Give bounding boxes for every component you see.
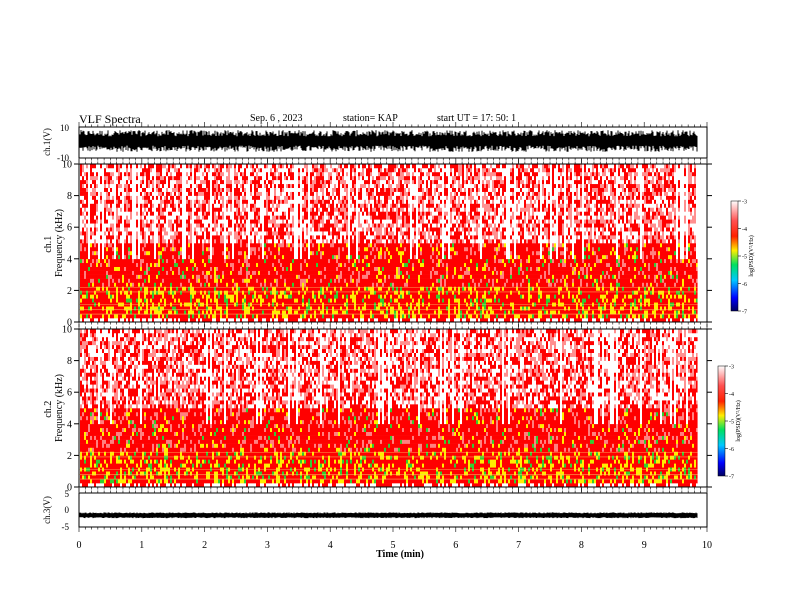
ch3-ylabel: ch.3(V) [42, 496, 52, 524]
spec1-ytick-label: 10 [62, 160, 72, 171]
ch3-trace-path [79, 512, 698, 519]
x-tick-label: 2 [202, 540, 207, 551]
spec1-ytick-label: 4 [67, 254, 72, 265]
ch1-spec-ylabel: ch.1 Frequency (kHz) [43, 209, 65, 277]
x-tick-label: 4 [328, 540, 333, 551]
x-tick-label: 7 [516, 540, 521, 551]
ch3-waveform-panel: ch.3(V) 5 0 -5 [42, 489, 708, 532]
ch1-tick-bottom: -10 [57, 153, 69, 163]
ch2-spectrogram-yticks: 0 2 4 6 8 10 [62, 325, 712, 494]
ch2-colorbar-label: log(PSD)(V²/Hz) [735, 400, 742, 441]
colorbar-tick-label: -3 [742, 200, 747, 206]
ch1-trace-path [79, 130, 698, 152]
ch1-tick-top: 10 [60, 123, 70, 133]
spec2-ytick-label: 8 [67, 356, 72, 367]
ch1-colorbar: -3 -4 -5 -6 -7 log(PSD)(V²/Hz) [730, 200, 755, 316]
ch2-spectrogram-panel: 0 2 4 6 8 10 ch.2 Frequency (kHz) [43, 325, 712, 494]
colorbar-tick-label: -4 [729, 392, 734, 398]
ch3-tick-top: 5 [65, 489, 70, 499]
spec1-ytick-label: 8 [67, 191, 72, 202]
spec2-ytick-label: 0 [67, 483, 72, 494]
ch1-waveform-trace [79, 130, 698, 152]
spec1-ytick-label: 2 [67, 286, 72, 297]
colorbar-tick-label: -3 [729, 365, 734, 371]
colorbar-tick-label: -6 [729, 447, 734, 453]
ch1-spec-ylabel-line2: Frequency (kHz) [54, 209, 65, 277]
time-axis: 0 1 2 3 4 5 6 7 8 9 10 [77, 122, 712, 551]
ch2-spec-ylabel-line1: ch.2 [43, 401, 54, 418]
spec2-ytick-label: 4 [67, 419, 72, 430]
spec2-ytick-label: 6 [67, 388, 72, 399]
colorbar-tick-label: -6 [742, 282, 747, 288]
x-tick-label: 5 [391, 540, 396, 551]
x-tick-label: 0 [77, 540, 82, 551]
ch2-colorbar: -3 -4 -5 -6 -7 log(PSD)(V²/Hz) [717, 365, 742, 481]
ch1-spectrogram-image [79, 164, 707, 323]
colorbar-tick-label: -7 [729, 475, 734, 481]
ch3-tick-bottom: -5 [62, 522, 70, 532]
spec1-ytick-label: 0 [67, 318, 72, 329]
x-tick-label: 3 [265, 540, 270, 551]
colorbar-tick-label: -7 [742, 310, 747, 316]
ch2-spectrogram-image [79, 329, 707, 488]
x-tick-label: 6 [453, 540, 458, 551]
x-tick-label: 8 [579, 540, 584, 551]
x-tick-label: 1 [139, 540, 144, 551]
ch2-spec-ylabel-line2: Frequency (kHz) [54, 374, 65, 442]
colorbar-tick-label: -5 [742, 255, 747, 261]
x-tick-label: 10 [702, 540, 712, 551]
spec1-ytick-label: 6 [67, 223, 72, 234]
x-axis-label: Time (min) [376, 549, 424, 560]
ch1-ylabel: ch.1(V) [42, 128, 52, 156]
ch2-spec-ylabel: ch.2 Frequency (kHz) [43, 374, 65, 442]
spec2-ytick-label: 10 [62, 325, 72, 336]
date-label: Sep. 6 , 2023 [250, 113, 303, 124]
x-tick-label: 9 [642, 540, 647, 551]
ch1-spectrogram-yticks: 0 2 4 6 8 10 [62, 160, 712, 329]
ch1-waveform-panel: ch.1(V) 10 -10 [42, 123, 708, 163]
ch1-spec-ylabel-line1: ch.1 [43, 236, 54, 253]
ch3-tick-mid: 0 [65, 505, 70, 515]
colorbar-tick-label: -4 [742, 227, 747, 233]
ch2-colorbar-ticks: -3 -4 -5 -6 -7 [725, 365, 734, 481]
spec2-ytick-label: 2 [67, 451, 72, 462]
colorbar-tick-label: -5 [729, 420, 734, 426]
start-time-label: start UT = 17: 50: 1 [437, 113, 516, 124]
chart-title: VLF Spectra [79, 112, 141, 127]
station-label: station= KAP [343, 113, 398, 124]
ch1-colorbar-ticks: -3 -4 -5 -6 -7 [738, 200, 747, 316]
ch1-colorbar-label: log(PSD)(V²/Hz) [748, 235, 755, 276]
ch1-spectrogram-panel: 0 2 4 6 8 10 ch.1 Frequency (kHz) [43, 160, 712, 329]
ch3-waveform-trace [79, 512, 698, 519]
